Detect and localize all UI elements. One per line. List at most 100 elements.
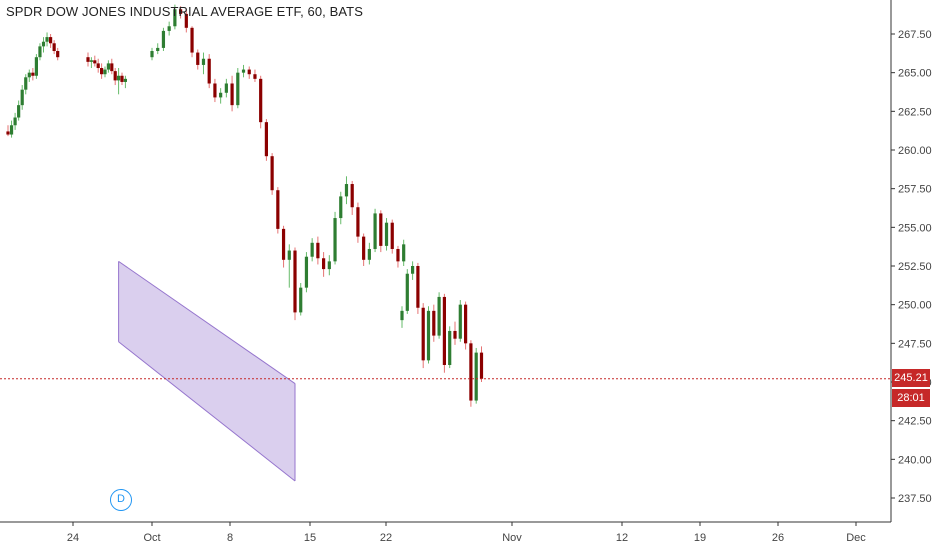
x-tick-label: 8: [227, 532, 233, 544]
candle-body: [161, 30, 166, 48]
candle-body: [89, 60, 93, 62]
candle-body: [17, 105, 21, 118]
x-tick-label: 22: [380, 532, 392, 544]
candle-body: [400, 310, 404, 321]
candle-body: [264, 122, 268, 157]
candle-body: [196, 52, 200, 65]
candle-body: [479, 352, 484, 379]
candle-body: [201, 58, 206, 65]
candle-body: [96, 63, 100, 69]
candle-body: [281, 228, 286, 260]
countdown-badge: 28:01: [892, 389, 930, 407]
candle-body: [299, 287, 303, 313]
candle-body: [6, 131, 10, 135]
candle-body: [469, 343, 473, 401]
y-tick-label: 240.00: [898, 454, 932, 466]
candle-body: [247, 69, 251, 75]
candle-body: [339, 196, 343, 219]
candle-body: [213, 83, 217, 98]
y-tick-label: 267.50: [898, 29, 932, 41]
current-price-badge: 245.21: [892, 369, 930, 387]
candle-body: [150, 51, 154, 58]
candle-body: [120, 75, 124, 82]
candle-body: [52, 43, 56, 52]
candle-body: [49, 37, 53, 44]
x-tick-label: Dec: [846, 532, 866, 544]
candle-body: [113, 71, 117, 81]
x-tick-label: Oct: [143, 532, 160, 544]
candle-body: [426, 310, 431, 361]
y-tick-label: 252.50: [898, 261, 932, 273]
x-tick-label: Nov: [502, 532, 522, 544]
candle-body: [93, 60, 97, 64]
candle-body: [86, 57, 90, 62]
candle-body: [253, 74, 257, 79]
candle-body: [230, 83, 234, 106]
candle-body: [287, 250, 291, 260]
x-tick-label: 26: [772, 532, 784, 544]
y-tick-label: 237.50: [898, 493, 932, 505]
candle-body: [184, 13, 188, 28]
x-tick-label: 19: [694, 532, 706, 544]
candle-body: [356, 207, 360, 237]
x-tick-label: 12: [616, 532, 628, 544]
y-tick-label: 265.00: [898, 68, 932, 80]
y-tick-label: 260.00: [898, 145, 932, 157]
candle-body: [458, 304, 462, 339]
candle-body: [100, 68, 104, 75]
candle-body: [236, 72, 240, 106]
candle-body: [167, 26, 171, 31]
candle-body: [110, 63, 114, 72]
candle-body: [27, 72, 31, 78]
y-tick-label: 262.50: [898, 106, 932, 118]
y-tick-label: 257.50: [898, 184, 932, 196]
candle-body: [13, 117, 17, 126]
channel-upper-line: [118, 260, 296, 384]
candle-body: [448, 330, 452, 365]
candle-body: [276, 190, 280, 229]
candle-body: [442, 296, 446, 365]
candle-body: [322, 258, 326, 270]
channel-fill: [118, 261, 295, 481]
dividend-marker-icon[interactable]: D: [110, 489, 132, 511]
y-tick-label: 242.50: [898, 416, 932, 428]
x-tick-label: 15: [304, 532, 316, 544]
candle-body: [333, 218, 337, 262]
candle-body: [304, 256, 309, 288]
candle-body: [390, 222, 394, 249]
candle-body: [373, 213, 377, 249]
candle-body: [24, 77, 28, 90]
candle-body: [117, 75, 121, 81]
candle-body: [219, 92, 223, 98]
candle-body: [9, 125, 14, 135]
candle-body: [474, 352, 478, 401]
candle-body: [453, 330, 457, 339]
candle-body: [156, 47, 160, 52]
candle-body: [379, 213, 383, 246]
candle-body: [402, 244, 406, 262]
candle-body: [405, 273, 409, 311]
candle-body: [350, 184, 354, 208]
x-tick-label: 24: [67, 532, 79, 544]
candle-body: [106, 63, 110, 70]
channel-lower-line: [118, 341, 296, 482]
candle-body: [179, 9, 183, 14]
candle-body: [173, 9, 177, 27]
candle-body: [45, 37, 49, 42]
candle-body: [362, 236, 366, 260]
candle-body: [31, 72, 35, 76]
candle-body: [103, 69, 107, 75]
candle-body: [41, 41, 46, 47]
candle-body: [20, 89, 24, 106]
candle-body: [56, 51, 60, 58]
candle-body: [207, 58, 211, 84]
candle-body: [437, 296, 441, 336]
y-tick-label: 247.50: [898, 338, 932, 350]
y-tick-label: 250.00: [898, 300, 932, 312]
candle-body: [123, 78, 127, 82]
candle-body: [293, 250, 297, 313]
candle-body: [344, 184, 349, 197]
candle-body: [384, 222, 389, 246]
candle-body: [464, 304, 468, 344]
